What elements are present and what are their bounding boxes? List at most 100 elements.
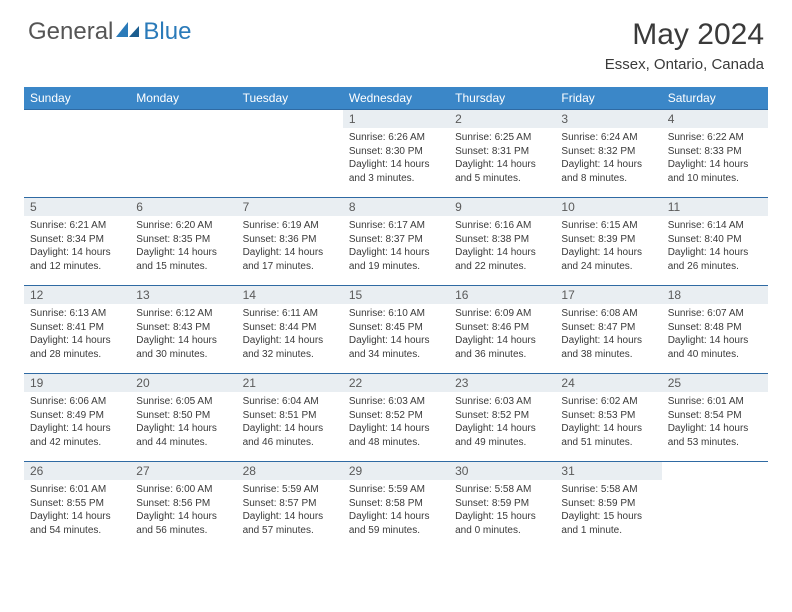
day-details: Sunrise: 6:20 AMSunset: 8:35 PMDaylight:… xyxy=(130,216,236,277)
day-cell: 9Sunrise: 6:16 AMSunset: 8:38 PMDaylight… xyxy=(449,198,555,286)
day-number: 9 xyxy=(449,198,555,216)
detail-line: Sunset: 8:50 PM xyxy=(136,409,230,423)
day-details: Sunrise: 6:06 AMSunset: 8:49 PMDaylight:… xyxy=(24,392,130,453)
detail-line: and 19 minutes. xyxy=(349,260,443,274)
day-cell: 24Sunrise: 6:02 AMSunset: 8:53 PMDayligh… xyxy=(555,374,661,462)
detail-line: Daylight: 14 hours xyxy=(30,246,124,260)
week-row: 12Sunrise: 6:13 AMSunset: 8:41 PMDayligh… xyxy=(24,286,768,374)
day-number: 17 xyxy=(555,286,661,304)
week-row: 1Sunrise: 6:26 AMSunset: 8:30 PMDaylight… xyxy=(24,110,768,198)
detail-line: Sunrise: 6:16 AM xyxy=(455,219,549,233)
day-details: Sunrise: 6:25 AMSunset: 8:31 PMDaylight:… xyxy=(449,128,555,189)
day-number: 12 xyxy=(24,286,130,304)
detail-line: Daylight: 14 hours xyxy=(668,422,762,436)
dayname-row: SundayMondayTuesdayWednesdayThursdayFrid… xyxy=(24,87,768,110)
detail-line: and 40 minutes. xyxy=(668,348,762,362)
detail-line: and 46 minutes. xyxy=(243,436,337,450)
detail-line: Sunrise: 6:25 AM xyxy=(455,131,549,145)
detail-line: Daylight: 14 hours xyxy=(243,510,337,524)
detail-line: Sunrise: 6:17 AM xyxy=(349,219,443,233)
detail-line: Daylight: 14 hours xyxy=(243,422,337,436)
detail-line: Daylight: 14 hours xyxy=(30,334,124,348)
detail-line: Sunrise: 6:03 AM xyxy=(349,395,443,409)
detail-line: Sunrise: 6:00 AM xyxy=(136,483,230,497)
calendar-table: SundayMondayTuesdayWednesdayThursdayFrid… xyxy=(24,87,768,550)
day-number: 28 xyxy=(237,462,343,480)
day-details: Sunrise: 6:10 AMSunset: 8:45 PMDaylight:… xyxy=(343,304,449,365)
detail-line: Daylight: 14 hours xyxy=(455,422,549,436)
day-cell: 28Sunrise: 5:59 AMSunset: 8:57 PMDayligh… xyxy=(237,462,343,550)
detail-line: Sunrise: 5:58 AM xyxy=(455,483,549,497)
detail-line: Sunrise: 6:13 AM xyxy=(30,307,124,321)
day-cell: 30Sunrise: 5:58 AMSunset: 8:59 PMDayligh… xyxy=(449,462,555,550)
detail-line: Daylight: 15 hours xyxy=(561,510,655,524)
detail-line: Sunrise: 6:05 AM xyxy=(136,395,230,409)
detail-line: Sunrise: 6:24 AM xyxy=(561,131,655,145)
day-cell: 19Sunrise: 6:06 AMSunset: 8:49 PMDayligh… xyxy=(24,374,130,462)
detail-line: Sunset: 8:52 PM xyxy=(349,409,443,423)
day-number: 23 xyxy=(449,374,555,392)
detail-line: and 30 minutes. xyxy=(136,348,230,362)
day-cell: 18Sunrise: 6:07 AMSunset: 8:48 PMDayligh… xyxy=(662,286,768,374)
day-cell: 11Sunrise: 6:14 AMSunset: 8:40 PMDayligh… xyxy=(662,198,768,286)
detail-line: Sunset: 8:56 PM xyxy=(136,497,230,511)
day-cell: 8Sunrise: 6:17 AMSunset: 8:37 PMDaylight… xyxy=(343,198,449,286)
day-details: Sunrise: 6:07 AMSunset: 8:48 PMDaylight:… xyxy=(662,304,768,365)
detail-line: Sunset: 8:35 PM xyxy=(136,233,230,247)
day-cell: 22Sunrise: 6:03 AMSunset: 8:52 PMDayligh… xyxy=(343,374,449,462)
detail-line: and 56 minutes. xyxy=(136,524,230,538)
day-cell: 7Sunrise: 6:19 AMSunset: 8:36 PMDaylight… xyxy=(237,198,343,286)
week-row: 19Sunrise: 6:06 AMSunset: 8:49 PMDayligh… xyxy=(24,374,768,462)
day-details: Sunrise: 6:16 AMSunset: 8:38 PMDaylight:… xyxy=(449,216,555,277)
day-cell: 13Sunrise: 6:12 AMSunset: 8:43 PMDayligh… xyxy=(130,286,236,374)
detail-line: Sunset: 8:34 PM xyxy=(30,233,124,247)
day-cell: 1Sunrise: 6:26 AMSunset: 8:30 PMDaylight… xyxy=(343,110,449,198)
detail-line: Sunrise: 6:03 AM xyxy=(455,395,549,409)
detail-line: Daylight: 14 hours xyxy=(455,334,549,348)
day-cell: 6Sunrise: 6:20 AMSunset: 8:35 PMDaylight… xyxy=(130,198,236,286)
day-details: Sunrise: 6:05 AMSunset: 8:50 PMDaylight:… xyxy=(130,392,236,453)
day-cell: 27Sunrise: 6:00 AMSunset: 8:56 PMDayligh… xyxy=(130,462,236,550)
day-number xyxy=(24,110,130,128)
day-number: 4 xyxy=(662,110,768,128)
detail-line: Daylight: 14 hours xyxy=(136,510,230,524)
detail-line: Daylight: 14 hours xyxy=(561,158,655,172)
detail-line: and 57 minutes. xyxy=(243,524,337,538)
day-number: 16 xyxy=(449,286,555,304)
detail-line: Sunrise: 6:04 AM xyxy=(243,395,337,409)
day-details: Sunrise: 6:01 AMSunset: 8:54 PMDaylight:… xyxy=(662,392,768,453)
detail-line: Sunrise: 6:15 AM xyxy=(561,219,655,233)
dayname-cell: Sunday xyxy=(24,87,130,110)
day-cell: 26Sunrise: 6:01 AMSunset: 8:55 PMDayligh… xyxy=(24,462,130,550)
dayname-cell: Friday xyxy=(555,87,661,110)
detail-line: and 53 minutes. xyxy=(668,436,762,450)
day-number xyxy=(237,110,343,128)
detail-line: Sunset: 8:59 PM xyxy=(455,497,549,511)
day-details: Sunrise: 6:09 AMSunset: 8:46 PMDaylight:… xyxy=(449,304,555,365)
day-details: Sunrise: 6:14 AMSunset: 8:40 PMDaylight:… xyxy=(662,216,768,277)
dayname-cell: Wednesday xyxy=(343,87,449,110)
detail-line: Sunset: 8:30 PM xyxy=(349,145,443,159)
day-details: Sunrise: 6:21 AMSunset: 8:34 PMDaylight:… xyxy=(24,216,130,277)
detail-line: Daylight: 14 hours xyxy=(349,246,443,260)
detail-line: Sunrise: 6:19 AM xyxy=(243,219,337,233)
day-details: Sunrise: 6:11 AMSunset: 8:44 PMDaylight:… xyxy=(237,304,343,365)
detail-line: and 12 minutes. xyxy=(30,260,124,274)
detail-line: Sunrise: 6:09 AM xyxy=(455,307,549,321)
week-row: 5Sunrise: 6:21 AMSunset: 8:34 PMDaylight… xyxy=(24,198,768,286)
day-cell: 25Sunrise: 6:01 AMSunset: 8:54 PMDayligh… xyxy=(662,374,768,462)
day-details: Sunrise: 6:13 AMSunset: 8:41 PMDaylight:… xyxy=(24,304,130,365)
detail-line: and 8 minutes. xyxy=(561,172,655,186)
day-details: Sunrise: 6:04 AMSunset: 8:51 PMDaylight:… xyxy=(237,392,343,453)
detail-line: Sunset: 8:46 PM xyxy=(455,321,549,335)
detail-line: Daylight: 14 hours xyxy=(349,334,443,348)
day-details: Sunrise: 6:26 AMSunset: 8:30 PMDaylight:… xyxy=(343,128,449,189)
day-cell xyxy=(24,110,130,198)
day-details: Sunrise: 6:15 AMSunset: 8:39 PMDaylight:… xyxy=(555,216,661,277)
detail-line: Sunset: 8:33 PM xyxy=(668,145,762,159)
detail-line: and 59 minutes. xyxy=(349,524,443,538)
detail-line: and 0 minutes. xyxy=(455,524,549,538)
day-number: 6 xyxy=(130,198,236,216)
header: General Blue May 2024 Essex, Ontario, Ca… xyxy=(0,0,792,81)
detail-line: and 48 minutes. xyxy=(349,436,443,450)
